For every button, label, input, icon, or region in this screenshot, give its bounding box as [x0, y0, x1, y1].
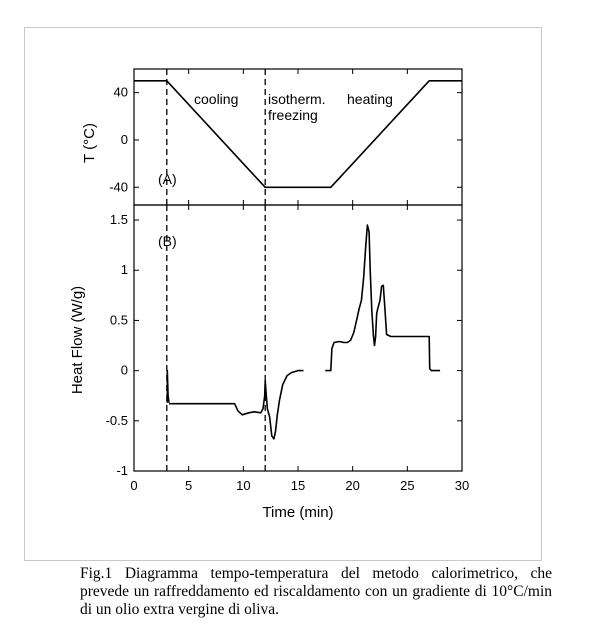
panel-b-ylabel: Heat Flow (W/g) — [69, 286, 86, 394]
panel-b-frame — [133, 204, 463, 472]
annotation-cooling: cooling — [194, 91, 238, 107]
panel-a-ytick-label: 40 — [114, 85, 128, 100]
x-tick-label: 0 — [130, 478, 137, 493]
figure-caption: Fig.1 Diagramma tempo-temperatura del me… — [80, 565, 552, 618]
panel-b-data-line — [169, 369, 304, 440]
panel-b-ytick-label: 1.5 — [110, 212, 128, 227]
panel-b-ytick-label: 0 — [121, 363, 128, 378]
panel-a-ylabel: T (°C) — [81, 123, 98, 163]
panel-a-frame — [133, 68, 463, 206]
annotation-isotherm: isotherm. — [268, 91, 326, 107]
x-tick-label: 25 — [400, 478, 414, 493]
panel-b-ytick-label: -0.5 — [106, 413, 128, 428]
figure-frame — [24, 27, 542, 561]
x-tick-label: 15 — [291, 478, 305, 493]
panel-b-ytick-label: 1 — [121, 262, 128, 277]
panel-a-data-line — [134, 80, 462, 189]
panel-a-ytick-label: 0 — [121, 132, 128, 147]
panel-b-ytick-label: 0.5 — [110, 312, 128, 327]
x-tick-label: 5 — [185, 478, 192, 493]
panel-b-data-line — [166, 369, 170, 403]
panel-b-xlabel: Time (min) — [262, 504, 333, 521]
panel-a-ytick-label: -40 — [109, 179, 128, 194]
panel-b-ytick-label: -1 — [116, 463, 128, 478]
x-tick-label: 30 — [455, 478, 469, 493]
panel-b-data-line — [325, 224, 441, 372]
annotation-heating: heating — [347, 91, 393, 107]
annotation-freezing: freezing — [268, 107, 318, 123]
x-tick-label: 20 — [345, 478, 359, 493]
x-tick-label: 10 — [236, 478, 250, 493]
